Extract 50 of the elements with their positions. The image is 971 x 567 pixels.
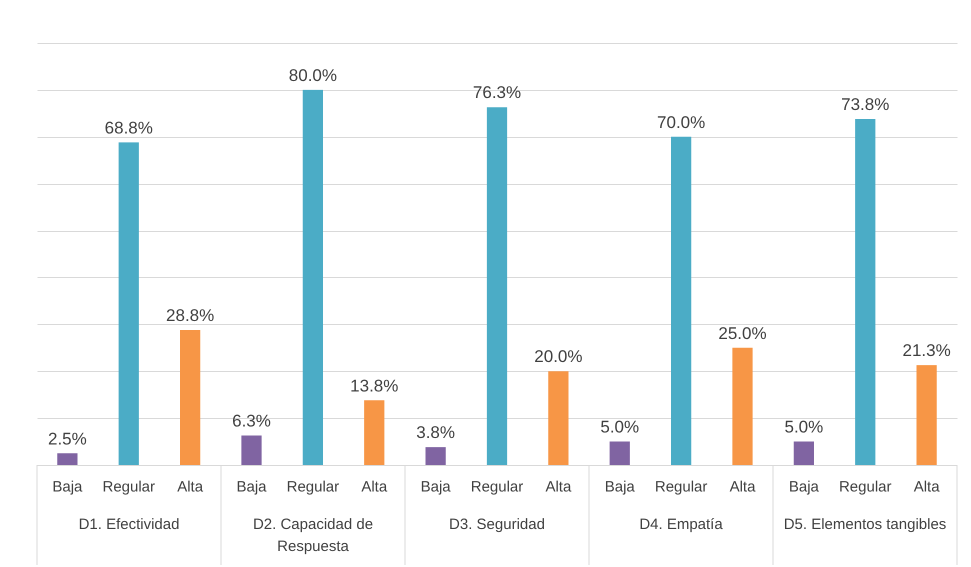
data-label: 68.8% (104, 118, 153, 138)
data-label: 21.3% (902, 341, 951, 360)
bar (364, 400, 384, 465)
bar (610, 442, 630, 465)
x-tick-label: Alta (545, 478, 572, 496)
bar (302, 90, 324, 465)
data-label: 6.3% (232, 411, 271, 430)
data-label: 28.8% (166, 306, 214, 325)
bar (180, 330, 200, 465)
bar (486, 107, 508, 465)
data-label: 5.0% (784, 418, 824, 437)
bar (118, 142, 139, 465)
data-label: 80.0% (288, 66, 337, 85)
x-tick-label: Regular (838, 478, 892, 496)
x-tick-label: Alta (914, 478, 940, 496)
data-label: 2.5% (48, 429, 87, 448)
data-label: 25.0% (718, 324, 767, 343)
data-label: 5.0% (600, 418, 640, 437)
bar (548, 371, 568, 465)
x-tick-label: Baja (604, 478, 636, 496)
x-tick-label: Regular (102, 478, 156, 496)
x-tick-label: Regular (286, 478, 340, 496)
bar (426, 447, 446, 465)
text: D3. Seguridad (449, 516, 545, 533)
data-label: 3.8% (416, 423, 455, 442)
text: D1. Efectividad (78, 516, 180, 533)
x-tick-label: Alta (730, 478, 756, 496)
text: D2. Capacidad de Respuesta (252, 516, 374, 555)
x-tick-label: Regular (654, 478, 708, 496)
x-tick-label: Baja (420, 478, 452, 496)
text: D4. Empatía (639, 516, 724, 533)
text: D5. Elementos tangibles (784, 516, 946, 533)
data-label: 76.3% (472, 83, 522, 102)
bar (241, 435, 262, 465)
data-label: 70.0% (657, 112, 706, 132)
data-label: 13.8% (350, 376, 398, 396)
x-tick-label: Alta (361, 478, 388, 496)
data-label: 20.0% (534, 347, 582, 366)
x-tick-label: Alta (177, 478, 204, 496)
data-label: 73.8% (841, 94, 890, 114)
bar (57, 453, 78, 465)
x-tick-label: Baja (788, 478, 820, 496)
bar (670, 136, 692, 465)
bar (794, 442, 814, 465)
x-tick-label: Baja (236, 478, 268, 496)
bar (916, 365, 937, 465)
x-tick-label: Baja (52, 478, 84, 496)
bar (732, 348, 753, 465)
bar (855, 118, 876, 465)
x-tick-label: Regular (470, 478, 524, 496)
